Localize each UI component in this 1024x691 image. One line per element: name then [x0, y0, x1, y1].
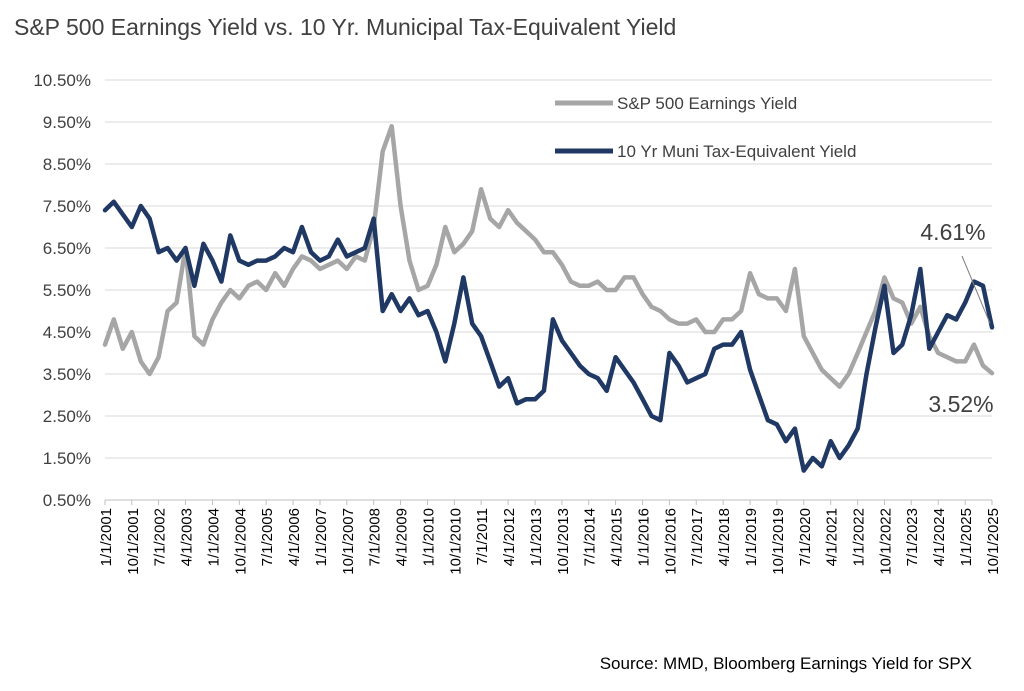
- x-tick-label: 7/1/2008: [367, 508, 384, 566]
- x-tick-label: 10/1/2001: [125, 508, 142, 575]
- x-tick-label: 1/1/2001: [98, 508, 115, 566]
- annotations: 4.61% 3.52%: [920, 219, 993, 417]
- y-tick-label: 1.50%: [43, 449, 91, 468]
- y-axis: 0.50% 1.50% 2.50% 3.50% 4.50% 5.50% 6.50% 7.50%…: [33, 71, 91, 510]
- y-tick-label: 3.50%: [43, 365, 91, 384]
- y-tick-label: 9.50%: [43, 113, 91, 132]
- legend: S&P 500 Earnings Yield 10 Yr Muni Tax-Equ…: [555, 94, 856, 161]
- y-tick-label: 7.50%: [43, 197, 91, 216]
- x-tick-label: 4/1/2006: [286, 508, 303, 566]
- x-tick-label: 4/1/2009: [394, 508, 411, 566]
- x-tick-label: 10/1/2019: [770, 508, 787, 575]
- series-line-muni: [102, 199, 995, 473]
- x-tick-label: 10/1/2025: [985, 508, 1002, 575]
- x-tick-label: 10/1/2022: [877, 508, 894, 575]
- y-tick-label: 6.50%: [43, 239, 91, 258]
- x-tick-label: 10/1/2007: [340, 508, 357, 575]
- annotation-label: 3.52%: [928, 391, 993, 417]
- x-tick-label: 7/1/2020: [797, 508, 814, 566]
- y-tick-label: 5.50%: [43, 281, 91, 300]
- x-tick-label: 7/1/2017: [689, 508, 706, 566]
- legend-label: 10 Yr Muni Tax-Equivalent Yield: [617, 142, 856, 161]
- x-tick-label: 10/1/2004: [232, 508, 249, 575]
- x-tick-label: 1/1/2004: [205, 508, 222, 566]
- x-tick-label: 4/1/2024: [931, 508, 948, 566]
- x-tick-label: 10/1/2010: [447, 508, 464, 575]
- annotation-leader: [961, 255, 991, 324]
- gridlines: [105, 79, 992, 501]
- x-tick-label: 1/1/2010: [421, 508, 438, 566]
- x-tick-label: 1/1/2022: [851, 508, 868, 566]
- x-axis: 1/1/2001 10/1/2001 7/1/2002 4/1/2003 1/1/200…: [98, 499, 1002, 575]
- x-tick-label: 7/1/2011: [474, 508, 491, 565]
- x-tick-label: 7/1/2014: [582, 508, 599, 566]
- y-tick-label: 10.50%: [33, 71, 91, 90]
- x-tick-label: 10/1/2013: [555, 508, 572, 575]
- x-tick-label: 1/1/2016: [636, 508, 653, 566]
- y-tick-label: 8.50%: [43, 155, 91, 174]
- chart-title: S&P 500 Earnings Yield vs. 10 Yr. Munici…: [14, 14, 677, 40]
- x-tick-label: 4/1/2003: [178, 508, 195, 566]
- y-tick-label: 4.50%: [43, 323, 91, 342]
- x-tick-label: 10/1/2016: [662, 508, 679, 575]
- y-tick-label: 2.50%: [43, 407, 91, 426]
- series-lines: [102, 123, 995, 473]
- legend-label: S&P 500 Earnings Yield: [617, 94, 797, 113]
- x-tick-label: 4/1/2015: [609, 508, 626, 566]
- x-tick-label: 1/1/2013: [528, 508, 545, 566]
- x-tick-label: 1/1/2025: [958, 508, 975, 566]
- x-tick-label: 4/1/2012: [501, 508, 518, 566]
- x-tick-label: 1/1/2019: [743, 508, 760, 566]
- x-tick-label: 4/1/2021: [824, 508, 841, 566]
- x-tick-label: 7/1/2023: [904, 508, 921, 566]
- source-note: Source: MMD, Bloomberg Earnings Yield fo…: [599, 654, 972, 673]
- annotation-label: 4.61%: [920, 219, 985, 245]
- x-tick-label: 4/1/2018: [716, 508, 733, 566]
- y-tick-label: 0.50%: [43, 491, 91, 510]
- x-tick-label: 7/1/2005: [259, 508, 276, 566]
- x-tick-label: 7/1/2002: [152, 508, 169, 566]
- series-line-sp500: [102, 123, 995, 389]
- x-tick-label: 1/1/2007: [313, 508, 330, 566]
